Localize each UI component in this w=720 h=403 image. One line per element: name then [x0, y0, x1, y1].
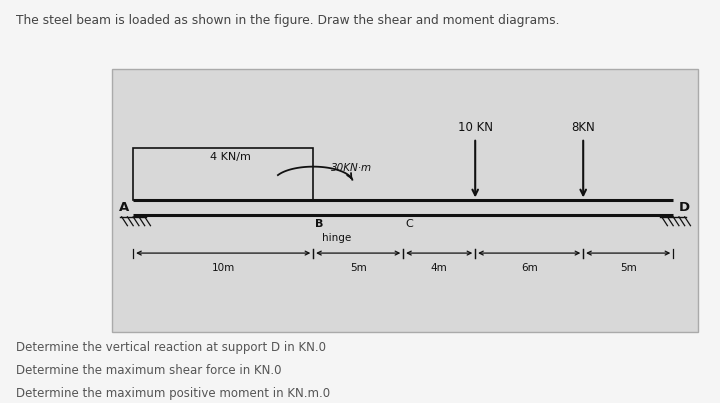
- Text: Determine the vertical reaction at support D in KN.0: Determine the vertical reaction at suppo…: [16, 341, 326, 353]
- Text: D: D: [679, 201, 690, 214]
- Text: 5m: 5m: [350, 263, 366, 273]
- Text: 30KN·m: 30KN·m: [331, 163, 372, 173]
- Text: 10m: 10m: [212, 263, 235, 273]
- Text: C: C: [405, 219, 413, 229]
- Bar: [112, 69, 698, 332]
- Bar: [133, 148, 313, 200]
- Text: B: B: [315, 219, 323, 229]
- Text: 8KN: 8KN: [572, 121, 595, 134]
- Text: 4 KN/m: 4 KN/m: [210, 152, 251, 162]
- Text: The steel beam is loaded as shown in the figure. Draw the shear and moment diagr: The steel beam is loaded as shown in the…: [16, 14, 559, 27]
- Text: 10 KN: 10 KN: [458, 121, 492, 134]
- Text: Determine the maximum shear force in KN.0: Determine the maximum shear force in KN.…: [16, 364, 282, 377]
- Text: A: A: [120, 201, 130, 214]
- Text: Determine the maximum positive moment in KN.m.0: Determine the maximum positive moment in…: [16, 387, 330, 400]
- Text: 6m: 6m: [521, 263, 538, 273]
- Text: 5m: 5m: [620, 263, 636, 273]
- Text: 4m: 4m: [431, 263, 448, 273]
- Text: hinge: hinge: [322, 233, 351, 243]
